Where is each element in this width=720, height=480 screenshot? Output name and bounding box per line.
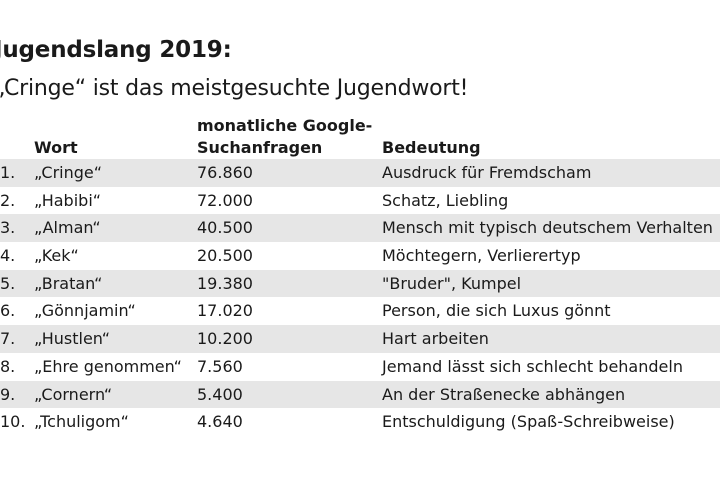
word-cell: „Tchuligom“ xyxy=(34,412,129,432)
meaning-cell: Ausdruck für Fremdscham xyxy=(382,163,592,182)
meaning-cell: An der Straßenecke abhängen xyxy=(382,384,626,404)
rank-cell: 6. xyxy=(0,301,16,321)
column-header-searches-line2: Suchanfragen xyxy=(197,138,323,157)
column-header-word: Wort xyxy=(34,138,78,157)
chart-title: Jugendslang 2019: xyxy=(0,37,232,63)
word-cell: „Habibi“ xyxy=(34,190,102,210)
rank-cell: 4. xyxy=(0,246,16,266)
table-body: 1. „Cringe“ 76.860 Ausdruck für Fremdscham 2… xyxy=(0,159,720,436)
table-row: 1. „Cringe“ 76.860 Ausdruck für Fremdscham xyxy=(0,159,720,187)
meaning-cell: Mensch mit typisch deutschem Verhalten xyxy=(382,218,713,238)
searches-cell: 10.200 xyxy=(197,329,253,349)
word-cell: „Alman“ xyxy=(34,218,101,238)
table-row: 9. „Cornern“ 5.400 An der Straßenecke abhän… xyxy=(0,380,720,409)
meaning-cell: Möchtegern, Verlierertyp xyxy=(382,246,581,266)
rank-cell: 5. xyxy=(0,273,16,293)
searches-cell: 17.020 xyxy=(197,301,253,321)
rank-cell: 8. xyxy=(0,356,16,376)
meaning-cell: "Bruder", Kumpel xyxy=(382,273,522,293)
meaning-cell: Hart arbeiten xyxy=(382,329,489,349)
table-row: 4. „Kek“ 20.500 Möchtegern, Verlierertyp xyxy=(0,242,720,270)
column-header-meaning: Bedeutung xyxy=(382,138,481,157)
column-header-searches-line1: monatliche Google- xyxy=(197,116,373,135)
meaning-cell: Person, die sich Luxus gönnt xyxy=(382,301,611,321)
word-cell: „Kek“ xyxy=(34,246,79,266)
table-row: 10. „Tchuligom“ 4.640 Entschuldigung (Spaß-… xyxy=(0,408,720,436)
searches-cell: 4.640 xyxy=(197,412,243,432)
searches-cell: 5.400 xyxy=(197,384,243,404)
table-row: 7. „Hustlen“ 10.200 Hart arbeiten xyxy=(0,325,720,353)
word-cell: „Gönnjamin“ xyxy=(34,301,136,321)
rank-cell: 2. xyxy=(0,190,16,210)
word-cell: „Hustlen“ xyxy=(34,329,111,349)
meaning-cell: Entschuldigung (Spaß-Schreibweise) xyxy=(382,412,675,432)
searches-cell: 20.500 xyxy=(197,246,253,266)
searches-cell: 19.380 xyxy=(197,273,253,293)
searches-cell: 40.500 xyxy=(197,218,253,238)
meaning-cell: Schatz, Liebling xyxy=(382,190,509,210)
column-header-searches: monatliche Google- Suchanfragen xyxy=(197,115,372,159)
table-row: 6. „Gönnjamin“ 17.020 Person, die sich Luxu… xyxy=(0,297,720,325)
searches-cell: 7.560 xyxy=(197,356,243,376)
word-cell: „Cornern“ xyxy=(34,384,113,404)
searches-cell: 76.860 xyxy=(197,163,253,182)
table-row: 3. „Alman“ 40.500 Mensch mit typisch deutsc… xyxy=(0,214,720,243)
word-cell: „Cringe“ xyxy=(34,163,103,182)
searches-cell: 72.000 xyxy=(197,190,253,210)
rank-cell: 3. xyxy=(0,218,16,238)
rank-cell: 1. xyxy=(0,163,16,182)
rank-cell: 10. xyxy=(0,412,26,432)
rank-cell: 7. xyxy=(0,329,16,349)
word-cell: „Bratan“ xyxy=(34,273,103,293)
rank-cell: 9. xyxy=(0,384,16,404)
meaning-cell: Jemand lässt sich schlecht behandeln xyxy=(382,356,683,376)
table-row: 2. „Habibi“ 72.000 Schatz, Liebling xyxy=(0,187,720,215)
table-row: 8. „Ehre genommen“ 7.560 Jemand lässt sich … xyxy=(0,353,720,381)
chart-subtitle: „Cringe“ ist das meistgesuchte Jugendwor… xyxy=(0,76,469,101)
word-cell: „Ehre genommen“ xyxy=(34,356,182,376)
table-row: 5. „Bratan“ 19.380 "Bruder", Kumpel xyxy=(0,269,720,298)
